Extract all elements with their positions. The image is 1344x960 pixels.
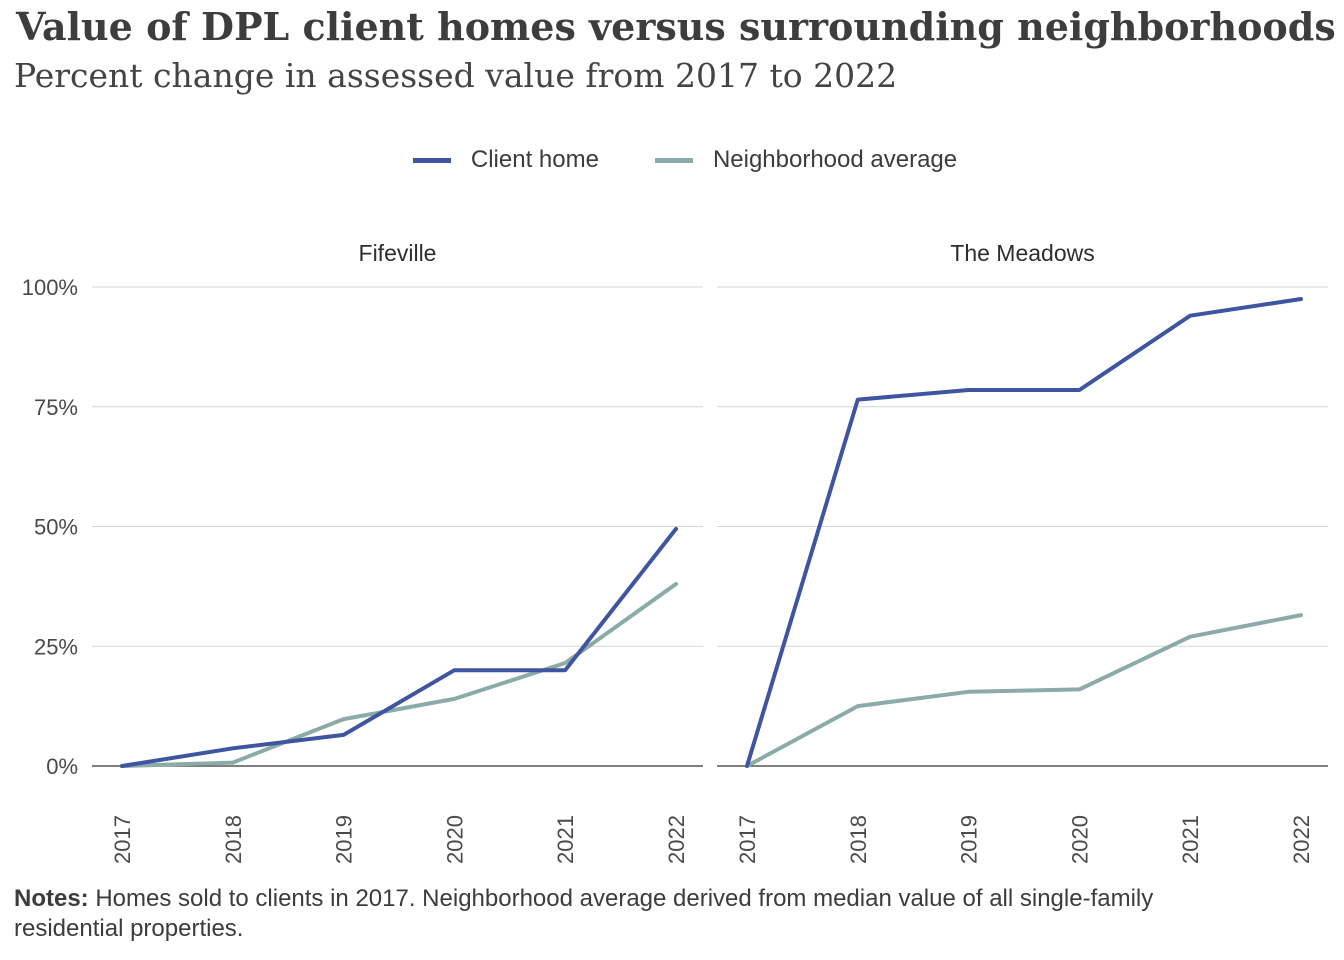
x-tick-label: 2020	[442, 815, 467, 864]
x-tick-label: 2020	[1067, 815, 1092, 864]
series-line-neighborhood	[745, 613, 1303, 768]
legend-swatch-client	[412, 157, 451, 163]
y-tick-label: 100%	[22, 275, 78, 300]
y-tick-label: 25%	[34, 634, 78, 659]
x-tick-label: 2018	[846, 815, 871, 864]
chart-notes: Notes: Homes sold to clients in 2017. Ne…	[14, 884, 1214, 944]
notes-text: Homes sold to clients in 2017. Neighborh…	[14, 885, 1154, 942]
x-tick-label: 2021	[553, 815, 578, 864]
y-tick-label: 50%	[34, 515, 78, 540]
chart-subtitle: Percent change in assessed value from 20…	[14, 56, 898, 95]
legend-label-client: Client home	[470, 146, 599, 173]
chart-title: Value of DPL client homes versus surroun…	[16, 4, 1336, 49]
legend-swatch-neighborhood	[654, 157, 693, 163]
series-line-client	[120, 526, 678, 768]
y-tick-label: 75%	[34, 395, 78, 420]
x-tick-label: 2022	[1289, 815, 1314, 864]
x-tick-label: 2017	[110, 815, 135, 864]
y-tick-label: 0%	[46, 754, 78, 779]
panel-title: Fifeville	[359, 240, 437, 266]
legend-label-neighborhood: Neighborhood average	[712, 146, 958, 173]
notes-label: Notes:	[14, 885, 89, 912]
x-tick-label: 2021	[1178, 815, 1203, 864]
x-tick-label: 2019	[957, 815, 982, 864]
legend-item-client: Client home	[412, 146, 599, 174]
series-line-neighborhood	[120, 582, 678, 768]
x-tick-label: 2017	[735, 815, 760, 864]
legend: Client home Neighborhood average	[0, 146, 1344, 174]
x-tick-label: 2019	[332, 815, 357, 864]
x-tick-label: 2018	[221, 815, 246, 864]
series-line-client	[745, 297, 1303, 768]
panel-title: The Meadows	[950, 240, 1094, 266]
legend-item-neighborhood: Neighborhood average	[654, 146, 958, 174]
x-tick-label: 2022	[664, 815, 689, 864]
